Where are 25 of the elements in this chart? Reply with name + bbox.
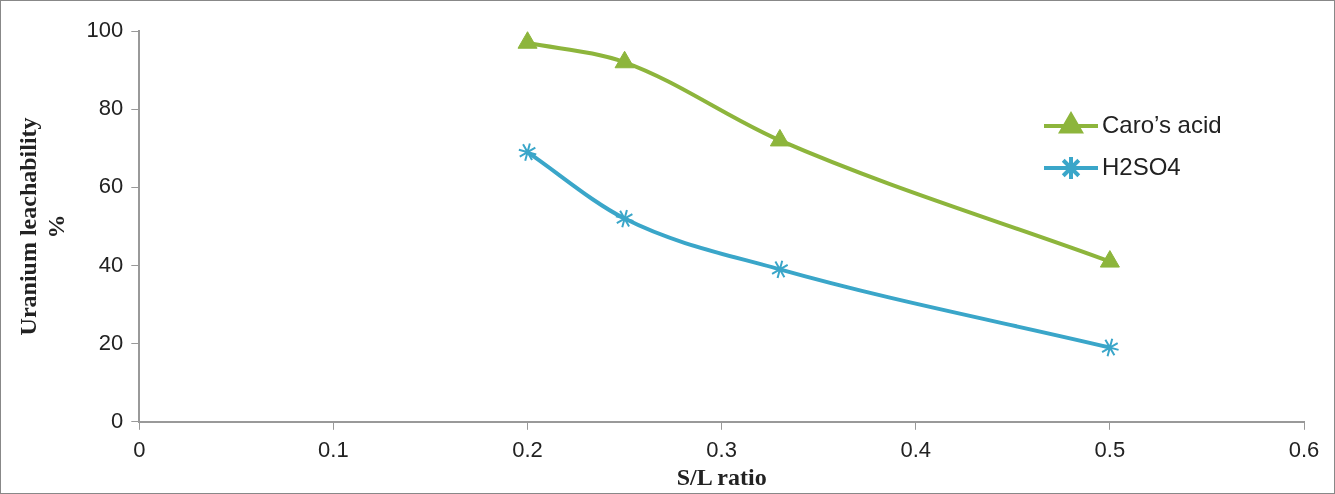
x-tick-label: 0.2 [512, 437, 543, 463]
legend-label: H2SO4 [1102, 152, 1181, 180]
y-tick-label: 80 [98, 95, 124, 121]
legend-label: Caro’s acid [1102, 110, 1222, 138]
point [769, 128, 790, 147]
point [614, 208, 635, 229]
x-tick-label: 0.5 [1094, 437, 1126, 463]
point [1100, 337, 1120, 358]
x-axis-title: S/L ratio [676, 463, 767, 490]
y-axis-title: Uranium leachability % [14, 117, 70, 336]
x-tick-label: 0 [133, 437, 146, 463]
point [517, 142, 538, 162]
x-tick-label: 0.1 [318, 437, 349, 463]
y-tick-label: 100 [86, 17, 124, 43]
x-tick-label: 0.3 [706, 437, 737, 463]
point [517, 31, 538, 49]
point [614, 50, 635, 69]
x-tick-label: 0.4 [900, 437, 932, 463]
x-tick-label: 0.6 [1288, 437, 1320, 463]
point [1099, 250, 1120, 268]
point [770, 259, 790, 280]
y-tick-label: 60 [98, 173, 124, 199]
y-tick-label: 40 [98, 251, 124, 277]
y-tick-label: 20 [98, 329, 124, 355]
y-tick-label: 0 [111, 407, 124, 433]
